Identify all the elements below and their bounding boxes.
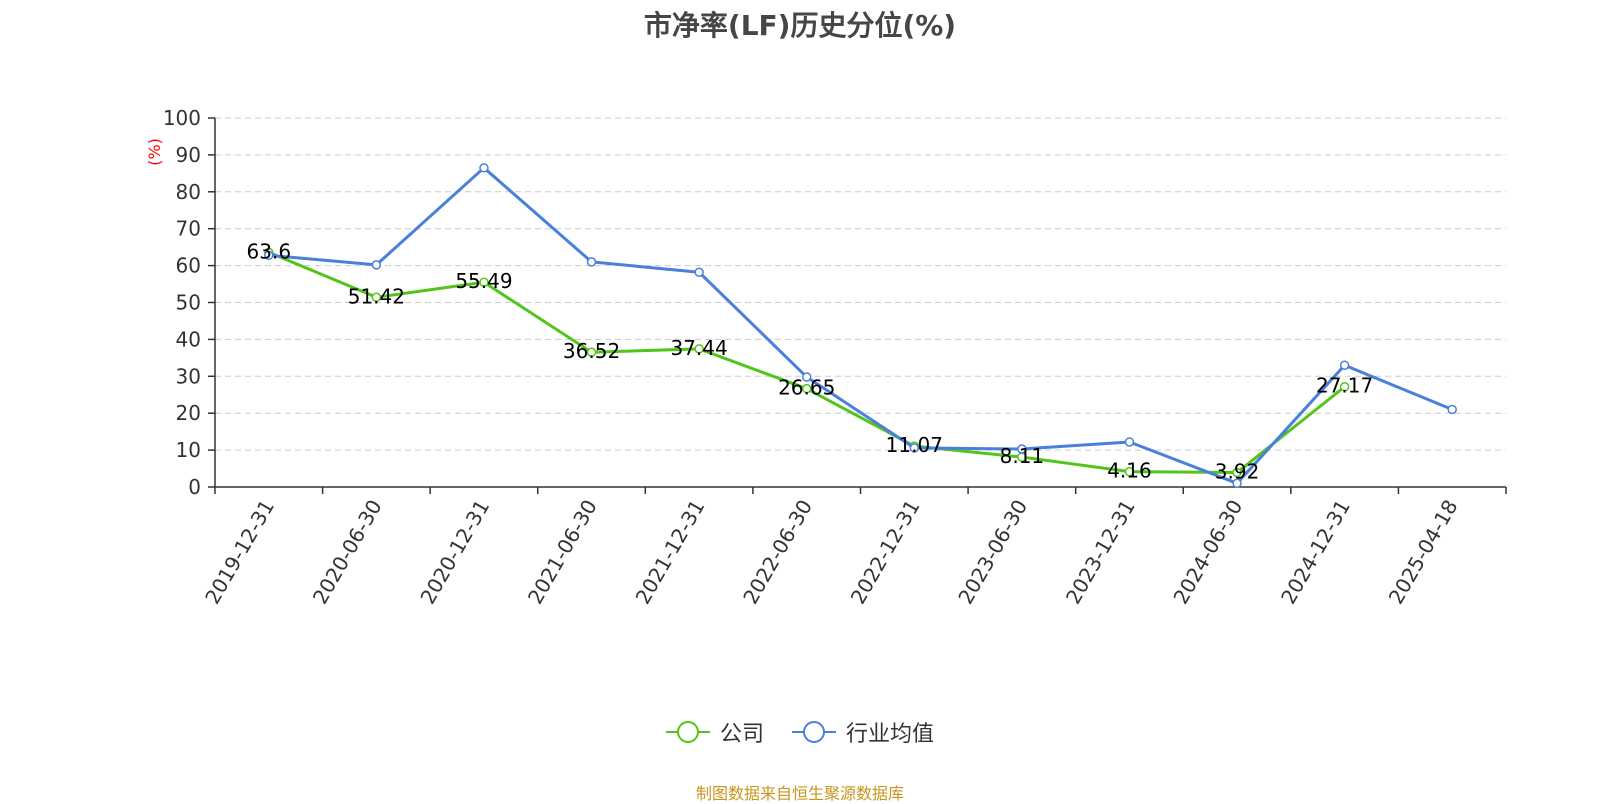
x-tick-label: 2025-04-18: [1384, 496, 1463, 609]
data-label: 11.07: [886, 433, 943, 457]
y-tick-label: 0: [188, 475, 201, 499]
x-tick-label: 2023-06-30: [953, 496, 1032, 609]
series-lines: [264, 163, 1457, 489]
y-axis-label: (%): [145, 138, 164, 166]
x-tick-label: 2021-12-31: [631, 496, 710, 609]
data-point: [371, 292, 382, 303]
x-tick-label: 2022-12-31: [846, 496, 925, 609]
data-point: [1447, 404, 1457, 415]
data-point: [1124, 466, 1135, 477]
source-note: 制图数据来自恒生聚源数据库: [695, 784, 904, 803]
data-point: [1124, 437, 1135, 447]
data-point: [586, 347, 597, 357]
data-point: [909, 443, 920, 453]
data-point: [801, 383, 812, 394]
y-tick-label: 70: [176, 217, 201, 241]
data-label: 37.44: [670, 336, 727, 360]
data-point: [694, 267, 704, 277]
data-point: [1232, 467, 1242, 478]
data-point: [479, 277, 489, 287]
y-tick-label: 30: [176, 364, 201, 388]
x-tick-label: 2020-12-31: [415, 496, 494, 609]
y-tick-label: 80: [176, 180, 201, 204]
data-label: 63.6: [247, 239, 292, 263]
data-point: [1339, 381, 1350, 392]
legend-line-circle-icon: [665, 721, 710, 743]
data-point: [479, 163, 489, 173]
x-tick-label: 2024-06-30: [1168, 496, 1247, 609]
data-label: 8.11: [1000, 444, 1045, 468]
legend-label-company: 公司: [719, 722, 764, 747]
data-labels: 63.6 51.42 55.49 36.52 37.44 26.65 11.07 8.11 4.…: [247, 239, 1374, 483]
data-label: 55.49: [455, 269, 512, 293]
data-label: 27.17: [1316, 374, 1373, 398]
y-tick-label: 50: [176, 291, 201, 315]
legend-label-industry-average: 行业均值: [846, 722, 935, 747]
y-tick-label: 20: [176, 401, 201, 425]
data-point: [694, 344, 704, 354]
y-tick-label: 60: [176, 254, 201, 278]
series-line: [268, 166, 1453, 485]
x-tick-label: 2023-12-31: [1061, 496, 1140, 609]
data-point: [1339, 360, 1350, 370]
axes: 0 10 20 30 40 50 60 70 80 90 100 2019-12-31 2020-06-…: [163, 106, 1507, 609]
y-tick-label: 100: [163, 106, 201, 130]
x-tick-label: 2022-06-30: [738, 496, 817, 609]
x-tick-label: 2021-06-30: [523, 496, 602, 609]
data-point: [264, 250, 274, 261]
y-tick-label: 40: [176, 327, 201, 351]
data-point: [371, 260, 382, 270]
data-point: [801, 372, 812, 382]
data-label: 3.92: [1215, 460, 1260, 484]
data-point: [1017, 444, 1027, 454]
series-line: [268, 250, 1346, 475]
x-tick-label: 2024-12-31: [1276, 496, 1355, 609]
legend-line-circle-icon: [792, 721, 836, 743]
x-tick-label: 2020-06-30: [308, 496, 387, 609]
data-point: [586, 257, 597, 267]
legend-item-company[interactable]: 公司: [665, 716, 764, 748]
legend: 公司 行业均值: [0, 716, 1600, 748]
data-label: 26.65: [778, 376, 835, 400]
legend-item-industry-average[interactable]: 行业均值: [792, 716, 934, 748]
data-label: 51.42: [348, 284, 405, 308]
data-label: 36.52: [563, 339, 620, 363]
y-tick-label: 10: [176, 438, 201, 462]
data-point: [1232, 478, 1242, 489]
x-tick-label: 2019-12-31: [200, 496, 279, 609]
chart-title: 市净率(LF)历史分位(%): [643, 9, 957, 42]
data-label: 4.16: [1107, 459, 1152, 483]
y-tick-label: 90: [176, 143, 201, 167]
